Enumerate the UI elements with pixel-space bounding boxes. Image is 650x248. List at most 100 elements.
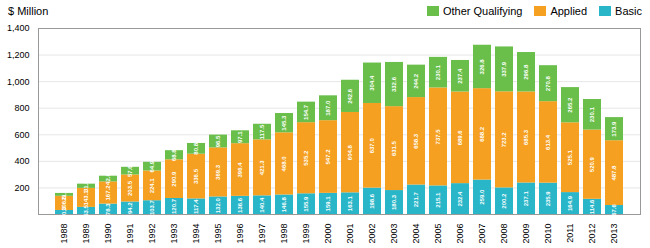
svg-text:604.8: 604.8 [347,144,353,160]
svg-text:1989: 1989 [81,224,91,244]
svg-text:2003: 2003 [389,224,399,244]
svg-text:2007: 2007 [477,224,487,244]
svg-text:259.0: 259.0 [479,189,485,205]
svg-text:1996: 1996 [235,224,245,244]
svg-text:1,000: 1,000 [7,77,30,87]
svg-text:180.3: 180.3 [391,194,397,210]
svg-text:631.5: 631.5 [391,140,397,156]
svg-text:97.1: 97.1 [237,131,243,143]
svg-text:689.6: 689.6 [457,130,463,146]
svg-text:242.6: 242.6 [347,88,353,104]
svg-text:1,400: 1,400 [7,23,30,33]
svg-text:154.7: 154.7 [303,104,309,120]
svg-text:547.2: 547.2 [325,149,331,165]
svg-text:535.2: 535.2 [303,150,309,166]
svg-text:2004: 2004 [411,224,421,244]
svg-text:244.2: 244.2 [413,73,419,89]
svg-text:487.8: 487.8 [611,165,617,181]
svg-text:198.6: 198.6 [369,193,375,209]
svg-text:468.0: 468.0 [281,156,287,172]
svg-text:68.8: 68.8 [171,149,177,161]
svg-text:163.1: 163.1 [347,195,353,211]
svg-text:1991: 1991 [125,224,135,244]
svg-text:1999: 1999 [301,224,311,244]
svg-text:173.9: 173.9 [611,121,617,137]
svg-text:723.2: 723.2 [501,132,507,148]
svg-text:2002: 2002 [367,224,377,244]
svg-text:21.7: 21.7 [61,188,67,200]
svg-text:637.0: 637.0 [369,138,375,154]
svg-text:42.8: 42.8 [105,173,111,185]
svg-text:1998: 1998 [279,224,289,244]
svg-text:1997: 1997 [257,224,267,244]
svg-text:2010: 2010 [543,224,553,244]
svg-text:685.3: 685.3 [523,129,529,145]
svg-text:1994: 1994 [191,224,201,244]
svg-text:296.8: 296.8 [523,64,529,80]
svg-text:94.2: 94.2 [127,202,133,214]
svg-text:117.4: 117.4 [193,199,199,214]
svg-text:145.3: 145.3 [281,115,287,131]
svg-text:1990: 1990 [103,224,113,244]
svg-text:64.9: 64.9 [149,160,155,172]
svg-text:187.0: 187.0 [325,100,331,116]
svg-text:117.5: 117.5 [259,124,265,139]
svg-text:265.2: 265.2 [567,97,573,113]
svg-text:290.9: 290.9 [171,171,177,187]
svg-text:2013: 2013 [609,224,619,244]
svg-text:136.6: 136.6 [237,197,243,213]
svg-text:67.6: 67.6 [611,204,617,216]
svg-text:235.9: 235.9 [545,191,551,207]
svg-text:230.1: 230.1 [435,64,441,80]
svg-text:2009: 2009 [521,224,531,244]
svg-text:337.9: 337.9 [501,61,507,77]
svg-text:203.5: 203.5 [127,180,133,196]
svg-text:1,200: 1,200 [7,50,30,60]
svg-text:200: 200 [14,183,29,193]
svg-text:270.8: 270.8 [545,76,551,92]
svg-text:164.9: 164.9 [567,195,573,211]
svg-text:120.7: 120.7 [171,198,177,214]
svg-text:1993: 1993 [169,224,179,244]
svg-text:114.6: 114.6 [589,199,595,214]
svg-text:332.6: 332.6 [391,76,397,92]
svg-text:1988: 1988 [59,224,69,244]
svg-text:525.1: 525.1 [567,150,573,166]
svg-text:224.1: 224.1 [149,178,155,194]
svg-text:2011: 2011 [565,224,575,243]
svg-text:31.8: 31.8 [83,180,89,192]
svg-text:140.4: 140.4 [259,197,265,213]
svg-text:520.9: 520.9 [589,157,595,173]
svg-text:396.4: 396.4 [237,162,243,178]
svg-text:369.3: 369.3 [215,164,221,180]
svg-text:96.5: 96.5 [215,135,221,147]
svg-text:57.6: 57.6 [127,165,133,177]
svg-text:146.8: 146.8 [281,197,287,213]
svg-text:78.3: 78.3 [105,203,111,215]
svg-text:103.7: 103.7 [149,199,155,215]
svg-text:400: 400 [14,156,29,166]
svg-text:237.4: 237.4 [457,68,463,84]
svg-text:159.1: 159.1 [325,196,331,212]
svg-text:658.3: 658.3 [413,133,419,149]
svg-text:304.4: 304.4 [369,75,375,91]
svg-text:132.0: 132.0 [215,198,221,214]
svg-text:2005: 2005 [433,224,443,244]
svg-text:326.8: 326.8 [479,59,485,75]
svg-text:230.1: 230.1 [589,107,595,123]
svg-text:2006: 2006 [455,224,465,244]
svg-text:421.3: 421.3 [259,160,265,176]
svg-text:155.9: 155.9 [303,196,309,212]
svg-text:2008: 2008 [499,224,509,244]
svg-text:600: 600 [14,130,29,140]
svg-text:221.7: 221.7 [413,192,419,208]
svg-text:2000: 2000 [323,224,333,244]
svg-text:800: 800 [14,103,29,113]
svg-text:2012: 2012 [587,224,597,244]
svg-text:737.5: 737.5 [435,129,441,145]
svg-text:167.2: 167.2 [105,185,111,201]
svg-text:688.2: 688.2 [479,126,485,142]
svg-text:232.4: 232.4 [457,191,463,207]
svg-text:80.8: 80.8 [193,142,199,154]
svg-text:336.5: 336.5 [193,168,199,184]
